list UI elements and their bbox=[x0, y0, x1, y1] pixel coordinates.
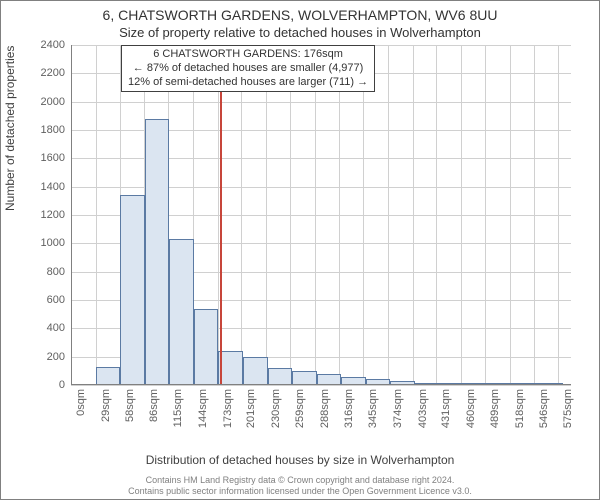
y-tick-label: 2000 bbox=[5, 96, 65, 108]
y-tick-label: 1000 bbox=[5, 237, 65, 249]
y-tick-label: 600 bbox=[5, 294, 65, 306]
footer-line2: Contains public sector information licen… bbox=[1, 486, 599, 497]
x-tick-label: 230sqm bbox=[270, 389, 282, 428]
y-tick-label: 200 bbox=[5, 351, 65, 363]
y-tick-label: 1800 bbox=[5, 124, 65, 136]
x-tick-label: 403sqm bbox=[417, 389, 429, 428]
y-tick-label: 1600 bbox=[5, 152, 65, 164]
gridline-v bbox=[558, 45, 559, 385]
gridline-v bbox=[266, 45, 267, 385]
y-tick-label: 400 bbox=[5, 322, 65, 334]
x-tick-label: 374sqm bbox=[392, 389, 404, 428]
annotation-box: 6 CHATSWORTH GARDENS: 176sqm ← 87% of de… bbox=[121, 45, 375, 92]
histogram-bar bbox=[145, 119, 170, 385]
histogram-bar bbox=[120, 195, 145, 385]
x-tick-label: 144sqm bbox=[197, 389, 209, 428]
histogram-bar bbox=[268, 368, 293, 385]
x-tick-label: 518sqm bbox=[514, 389, 526, 428]
x-tick-label: 201sqm bbox=[245, 389, 257, 428]
gridline-v bbox=[413, 45, 414, 385]
gridline-v bbox=[315, 45, 316, 385]
x-tick-label: 460sqm bbox=[465, 389, 477, 428]
gridline-v bbox=[363, 45, 364, 385]
chart-container: 6, CHATSWORTH GARDENS, WOLVERHAMPTON, WV… bbox=[0, 0, 600, 500]
y-tick-label: 800 bbox=[5, 266, 65, 278]
gridline-v bbox=[436, 45, 437, 385]
y-tick-label: 1400 bbox=[5, 181, 65, 193]
annotation-line2: ← 87% of detached houses are smaller (4,… bbox=[128, 62, 368, 76]
y-axis-line bbox=[71, 45, 72, 385]
x-tick-label: 58sqm bbox=[124, 389, 136, 422]
plot-area bbox=[71, 45, 571, 385]
x-tick-label: 259sqm bbox=[294, 389, 306, 428]
gridline-v bbox=[461, 45, 462, 385]
plot-inner bbox=[71, 45, 571, 385]
x-tick-label: 0sqm bbox=[75, 389, 87, 416]
footer-line1: Contains HM Land Registry data © Crown c… bbox=[1, 475, 599, 486]
y-tick-label: 2400 bbox=[5, 39, 65, 51]
gridline-v bbox=[96, 45, 97, 385]
gridline-v bbox=[388, 45, 389, 385]
histogram-bar bbox=[169, 239, 194, 385]
gridline-h bbox=[71, 385, 571, 386]
x-tick-label: 29sqm bbox=[100, 389, 112, 422]
gridline-v bbox=[241, 45, 242, 385]
gridline-h bbox=[71, 102, 571, 103]
x-tick-label: 345sqm bbox=[367, 389, 379, 428]
y-tick-label: 0 bbox=[5, 379, 65, 391]
histogram-bar bbox=[243, 357, 268, 385]
histogram-bar bbox=[194, 309, 219, 386]
x-tick-label: 173sqm bbox=[222, 389, 234, 428]
x-axis-line bbox=[71, 384, 571, 385]
x-tick-label: 115sqm bbox=[172, 389, 184, 427]
gridline-v bbox=[534, 45, 535, 385]
chart-title-address: 6, CHATSWORTH GARDENS, WOLVERHAMPTON, WV… bbox=[1, 7, 599, 23]
histogram-bar bbox=[292, 371, 317, 385]
gridline-v bbox=[510, 45, 511, 385]
x-tick-label: 575sqm bbox=[562, 389, 574, 428]
annotation-line1: 6 CHATSWORTH GARDENS: 176sqm bbox=[128, 48, 368, 62]
x-axis-label: Distribution of detached houses by size … bbox=[1, 453, 599, 467]
x-tick-label: 431sqm bbox=[440, 389, 452, 428]
gridline-v bbox=[485, 45, 486, 385]
histogram-bar bbox=[96, 367, 121, 385]
gridline-v bbox=[339, 45, 340, 385]
chart-subtitle: Size of property relative to detached ho… bbox=[1, 25, 599, 40]
x-tick-label: 546sqm bbox=[538, 389, 550, 428]
x-tick-label: 489sqm bbox=[489, 389, 501, 428]
x-tick-label: 288sqm bbox=[319, 389, 331, 428]
y-tick-label: 2200 bbox=[5, 67, 65, 79]
x-tick-label: 316sqm bbox=[343, 389, 355, 428]
reference-line bbox=[220, 45, 222, 385]
annotation-line3: 12% of semi-detached houses are larger (… bbox=[128, 76, 368, 90]
footer-attribution: Contains HM Land Registry data © Crown c… bbox=[1, 475, 599, 497]
y-tick-label: 1200 bbox=[5, 209, 65, 221]
gridline-v bbox=[290, 45, 291, 385]
x-tick-label: 86sqm bbox=[148, 389, 160, 422]
